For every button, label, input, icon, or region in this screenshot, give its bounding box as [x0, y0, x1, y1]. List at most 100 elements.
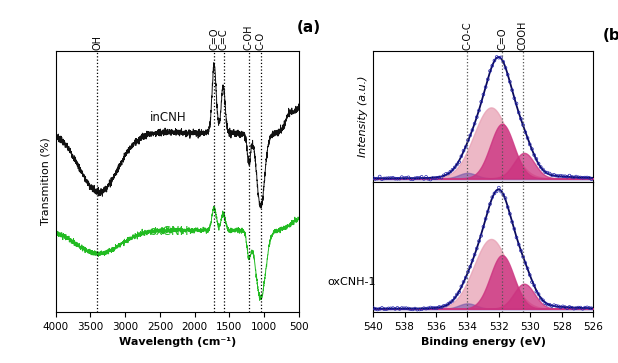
Point	[436, 304, 446, 310]
Point	[582, 175, 592, 180]
Point	[399, 175, 409, 181]
Point	[474, 107, 484, 113]
Point	[516, 116, 526, 122]
Point	[567, 305, 577, 311]
Point	[459, 279, 468, 285]
Point	[397, 174, 407, 180]
Point	[474, 238, 484, 244]
Point	[483, 209, 493, 215]
Point	[377, 305, 387, 311]
Point	[525, 272, 535, 278]
Point	[441, 171, 451, 177]
Point	[529, 152, 539, 158]
Point	[430, 175, 440, 181]
Point	[485, 68, 495, 74]
Point	[562, 305, 572, 311]
Point	[434, 175, 444, 180]
Point	[476, 233, 486, 239]
Point	[520, 260, 530, 266]
Point	[574, 174, 583, 180]
Point	[564, 173, 574, 179]
Point	[386, 306, 396, 311]
Point	[485, 201, 495, 207]
Point	[373, 176, 383, 182]
Point	[434, 304, 444, 310]
Point	[447, 298, 457, 304]
Point	[580, 305, 590, 311]
Point	[454, 289, 464, 295]
Point	[533, 161, 543, 167]
Point	[408, 306, 418, 312]
Point	[514, 110, 523, 115]
Point	[578, 175, 588, 181]
Point	[461, 275, 471, 281]
Point	[538, 297, 548, 303]
Point	[379, 176, 389, 182]
Point	[501, 65, 510, 71]
Point	[543, 302, 552, 307]
Text: (a): (a)	[297, 20, 321, 35]
Point	[405, 306, 415, 312]
Point	[531, 156, 541, 162]
X-axis label: Wavelength (cm⁻¹): Wavelength (cm⁻¹)	[119, 338, 236, 347]
Point	[507, 219, 517, 225]
Point	[450, 164, 460, 170]
Point	[488, 63, 497, 69]
Text: oxCNH-1: oxCNH-1	[328, 277, 376, 287]
Point	[571, 174, 581, 179]
Point	[472, 114, 482, 120]
Point	[461, 144, 471, 150]
Point	[463, 137, 473, 143]
Point	[443, 301, 453, 307]
Point	[567, 174, 577, 180]
Point	[543, 170, 552, 176]
Point	[450, 295, 460, 301]
Point	[562, 174, 572, 180]
Point	[392, 305, 402, 311]
Text: COOH: COOH	[517, 21, 528, 50]
Point	[370, 306, 380, 312]
Point	[536, 295, 546, 301]
Point	[478, 224, 488, 230]
Point	[586, 305, 596, 311]
Point	[571, 305, 581, 311]
Point	[392, 176, 402, 182]
Point	[575, 305, 585, 310]
Point	[370, 176, 380, 182]
Point	[556, 304, 565, 310]
Point	[558, 173, 568, 179]
Point	[419, 305, 429, 311]
Point	[536, 164, 546, 170]
Point	[465, 264, 475, 270]
Point	[426, 177, 436, 183]
Point	[410, 175, 420, 181]
Point	[498, 59, 508, 65]
Point	[478, 91, 488, 97]
Text: OH: OH	[92, 34, 103, 49]
Point	[446, 299, 455, 305]
Point	[569, 306, 579, 311]
Text: C=C: C=C	[219, 28, 229, 49]
Point	[404, 175, 413, 180]
Point	[558, 303, 568, 309]
Point	[428, 305, 438, 311]
Point	[472, 246, 482, 252]
Text: C-O-C: C-O-C	[462, 21, 473, 50]
Point	[549, 302, 559, 308]
Point	[412, 307, 422, 313]
Point	[523, 135, 533, 141]
Point	[467, 127, 477, 133]
Point	[481, 84, 491, 90]
Point	[501, 195, 510, 201]
Point	[514, 242, 523, 248]
Point	[525, 142, 535, 147]
Point	[463, 269, 473, 275]
Point	[574, 305, 583, 310]
Y-axis label: Intensity (a.u.): Intensity (a.u.)	[358, 76, 368, 157]
Point	[547, 172, 557, 178]
Point	[390, 176, 400, 182]
Text: C=O: C=O	[209, 27, 219, 49]
Point	[512, 101, 522, 106]
Point	[384, 306, 394, 311]
Point	[381, 306, 391, 312]
